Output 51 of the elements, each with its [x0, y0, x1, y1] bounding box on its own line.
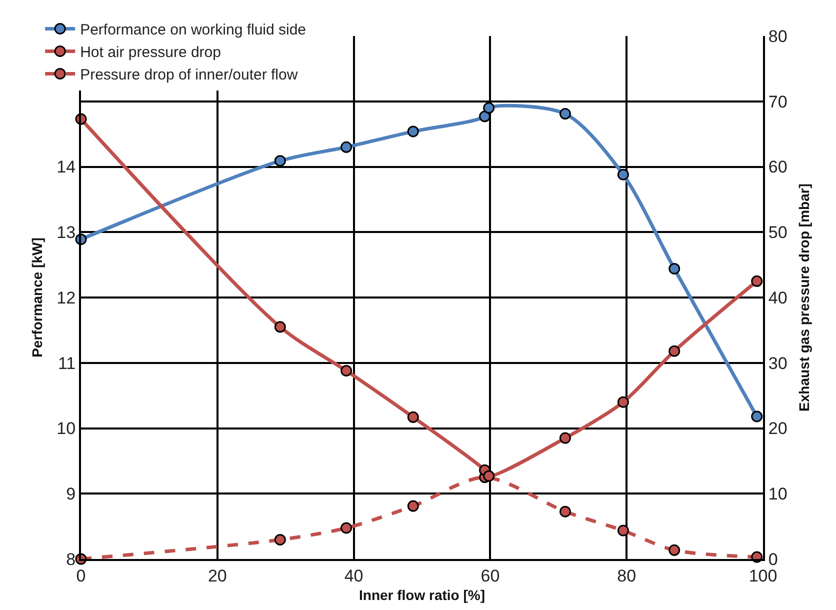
point	[478, 110, 490, 122]
point	[340, 141, 352, 153]
point	[617, 524, 629, 536]
y2-tick-label: 20	[768, 419, 788, 438]
point	[668, 262, 680, 274]
point	[274, 534, 286, 546]
point	[751, 410, 763, 422]
point	[407, 411, 419, 423]
y-tick-label: 9	[66, 484, 76, 504]
point	[340, 522, 352, 534]
x-axis-title: Inner flow ratio [%]	[359, 587, 485, 604]
y2-tick-label: 0	[768, 550, 778, 569]
y2-tick-label: 70	[768, 92, 788, 112]
y2-axis-title: Exhaust gas pressure drop [mbar]	[796, 184, 812, 412]
x-tick-label: 60	[480, 566, 500, 586]
point	[559, 432, 571, 444]
y2-tick-label: 40	[768, 288, 788, 308]
point	[483, 102, 495, 114]
point	[483, 470, 495, 482]
point	[274, 155, 286, 167]
y-tick-label: 12	[56, 288, 76, 308]
point	[407, 500, 419, 512]
x-tick-label: 100	[748, 566, 778, 586]
point	[617, 168, 629, 180]
y-tick-label: 13	[56, 223, 76, 242]
y2-tick-label: 80	[768, 26, 788, 46]
y-tick-label: 10	[56, 419, 76, 438]
point	[340, 364, 352, 376]
point	[407, 126, 419, 138]
y-tick-label: 14	[56, 158, 76, 177]
legend-label: Pressure drop of inner/outer flow	[80, 66, 298, 84]
legend-label: Hot air pressure drop	[80, 44, 221, 62]
y2-tick-label: 50	[768, 223, 788, 242]
y2-tick-label: 60	[768, 158, 788, 177]
point	[668, 345, 680, 357]
y2-tick-label: 30	[768, 354, 788, 373]
x-tick-label: 80	[617, 566, 636, 586]
point	[751, 275, 763, 287]
point	[668, 544, 680, 556]
y2-tick-label: 10	[768, 484, 788, 504]
x-tick-label: 20	[208, 566, 227, 586]
point	[617, 396, 629, 408]
x-tick-label: 0	[76, 566, 86, 586]
point	[559, 506, 571, 518]
point	[559, 108, 571, 120]
y-tick-label: 8	[66, 550, 76, 569]
y-axis-title: Performance [kW]	[29, 238, 45, 358]
legend-label: Performance on working fluid side	[80, 22, 306, 39]
point	[274, 321, 286, 333]
x-tick-label: 40	[344, 566, 364, 586]
y-tick-label: 11	[58, 354, 76, 373]
